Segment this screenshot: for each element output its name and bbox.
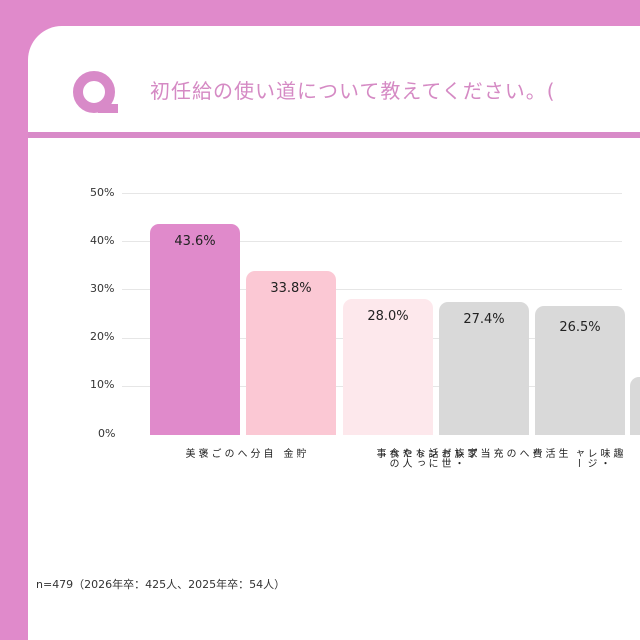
- gridline: [122, 289, 622, 290]
- bar-hobby-leisure: 26.5%: [535, 306, 625, 435]
- x-label: 生活費への充当: [478, 448, 567, 458]
- x-label: 貯金: [281, 448, 305, 458]
- q-icon: [73, 71, 118, 113]
- header-divider: [28, 132, 640, 138]
- bar-living-expenses: 27.4%: [439, 302, 529, 435]
- gridline: [122, 193, 622, 194]
- question-header: 初任給の使い道について教えてください。(: [28, 26, 640, 134]
- y-tick: 30%: [90, 282, 115, 295]
- bar-value: 26.5%: [559, 320, 601, 335]
- bar-value: 43.6%: [174, 234, 216, 249]
- bar-self-reward: 43.6%: [150, 224, 240, 435]
- y-tick: 40%: [90, 234, 115, 247]
- x-label: 自分へのご褒美: [183, 448, 272, 458]
- bar-family-gifts: 28.0%: [343, 299, 433, 435]
- sample-size-footnote: n=479（2026年卒：425人、2025年卒：54人）: [36, 578, 286, 591]
- bar-value: 28.0%: [367, 309, 409, 324]
- x-label: 家族・お世話になった人への: [387, 448, 476, 468]
- question-title: 初任給の使い道について教えてください。(: [150, 79, 556, 103]
- gridline: [122, 241, 622, 242]
- bar-value: 33.8%: [270, 281, 312, 296]
- x-label: プレゼントや食事: [374, 448, 476, 458]
- y-tick: 0%: [98, 427, 116, 440]
- y-tick: 50%: [90, 186, 115, 199]
- bar-cutoff: [630, 377, 640, 435]
- y-tick: 20%: [90, 330, 115, 343]
- bar-value: 27.4%: [463, 312, 505, 327]
- bar-savings: 33.8%: [246, 271, 336, 435]
- x-label: 趣味・レジャー: [572, 448, 622, 468]
- y-tick: 10%: [90, 378, 115, 391]
